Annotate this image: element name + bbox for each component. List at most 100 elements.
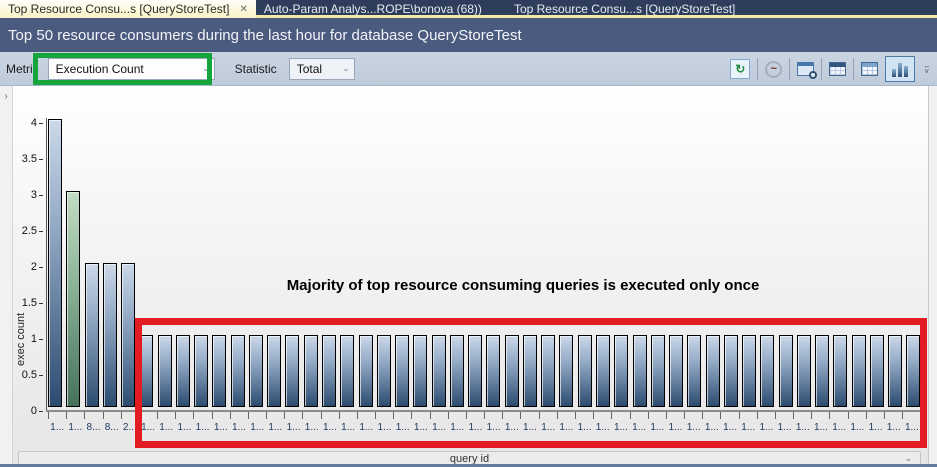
bar[interactable]: [285, 335, 300, 407]
bar[interactable]: [650, 335, 665, 407]
x-tick: [85, 412, 104, 419]
bar[interactable]: [230, 335, 245, 407]
bar[interactable]: [139, 335, 154, 407]
x-tick: [303, 412, 322, 419]
bar[interactable]: [48, 119, 62, 407]
tab-top-resource-consumers-1[interactable]: Top Resource Consu...s [QueryStoreTest] …: [0, 0, 256, 18]
bar[interactable]: [632, 335, 647, 407]
bar[interactable]: [413, 335, 428, 407]
x-tick-label: 1...: [413, 422, 428, 433]
bar[interactable]: [669, 335, 684, 407]
x-tick: [449, 412, 467, 419]
bar[interactable]: [796, 335, 811, 407]
x-tick-label: 1...: [832, 422, 847, 433]
bar[interactable]: [541, 335, 556, 407]
bar[interactable]: [833, 335, 848, 407]
bar[interactable]: [157, 335, 172, 407]
x-tick-label: 1...: [159, 422, 174, 433]
tab-label: Auto-Param Analys...ROPE\bonova (68)): [263, 2, 482, 16]
grid-view-light-button[interactable]: [861, 62, 879, 76]
bar[interactable]: [888, 335, 903, 407]
x-tick-label: 1...: [814, 422, 828, 433]
bar[interactable]: [595, 335, 610, 407]
statistic-dropdown[interactable]: Total ⌄: [288, 57, 355, 80]
x-tick-label: 1...: [322, 422, 337, 433]
bar[interactable]: [468, 335, 483, 407]
bar[interactable]: [84, 263, 99, 407]
bar[interactable]: [851, 335, 866, 407]
bar[interactable]: [121, 263, 136, 407]
bar[interactable]: [869, 335, 884, 407]
x-tick: [576, 412, 595, 419]
grid-view-button[interactable]: [829, 62, 847, 76]
expand-chevron-icon: ›: [4, 91, 8, 102]
bar[interactable]: [504, 335, 519, 407]
x-axis-labels: 1... 1... 8... 8... 2... 1... 1... 1... 1... 1...…: [48, 422, 921, 433]
x-tick-label: 1...: [213, 422, 228, 433]
view-query-text-button[interactable]: [797, 62, 818, 79]
toolbar-overflow-button[interactable]: – ˅: [924, 62, 929, 76]
x-tick-label: 1...: [432, 422, 446, 433]
bar[interactable]: [175, 335, 190, 407]
metric-dropdown[interactable]: Execution Count ⌄: [47, 57, 215, 80]
bar[interactable]: [449, 335, 464, 407]
x-tick: [140, 412, 159, 419]
bar[interactable]: [559, 335, 574, 407]
bar[interactable]: [723, 335, 738, 407]
bar[interactable]: [102, 263, 117, 407]
bar[interactable]: [340, 335, 355, 407]
toolbar-separator: [757, 58, 759, 80]
bar[interactable]: [376, 335, 391, 407]
bar[interactable]: [815, 335, 830, 407]
bar[interactable]: [212, 335, 227, 407]
x-tick: [394, 412, 413, 419]
x-tick-label: 1...: [741, 422, 756, 433]
y-tick-label: 1.5: [22, 297, 43, 309]
bar[interactable]: [687, 335, 702, 407]
refresh-button[interactable]: ↻: [730, 59, 751, 79]
x-tick-label: 1...: [850, 422, 865, 433]
bar[interactable]: [303, 335, 318, 407]
bar[interactable]: [577, 335, 592, 407]
bar[interactable]: [267, 335, 282, 407]
bar[interactable]: [614, 335, 629, 407]
bar[interactable]: [395, 335, 410, 407]
bar[interactable]: [778, 335, 793, 407]
x-tick: [776, 412, 795, 419]
bar[interactable]: [431, 335, 446, 407]
overflow-dash: –: [924, 62, 929, 71]
x-tick: [830, 412, 849, 419]
y-tick-label: 4: [31, 117, 43, 129]
tab-top-resource-consumers-2[interactable]: Top Resource Consu...s [QueryStoreTest]: [506, 0, 743, 18]
x-tick-label: 1...: [141, 422, 155, 433]
bar[interactable]: [522, 335, 537, 407]
y-tick-label: 3.5: [22, 153, 43, 165]
bar[interactable]: [760, 335, 775, 407]
bar[interactable]: [742, 335, 757, 407]
bar[interactable]: [486, 335, 501, 407]
track-query-button[interactable]: ~: [765, 60, 783, 78]
bar[interactable]: [194, 335, 209, 407]
tab-label: Top Resource Consu...s [QueryStoreTest]: [8, 2, 230, 16]
close-icon[interactable]: ✕: [239, 3, 248, 15]
x-tick: [176, 412, 195, 419]
x-tick-label: 1...: [504, 422, 519, 433]
bar[interactable]: [705, 335, 720, 407]
bar[interactable]: [321, 335, 336, 407]
x-tick-label: 2...: [122, 422, 137, 433]
x-tick: [521, 412, 540, 419]
bar[interactable]: [906, 335, 921, 407]
x-tick-label: 1...: [377, 422, 392, 433]
document-tab-strip: Top Resource Consu...s [QueryStoreTest] …: [0, 0, 937, 18]
bar-highlighted[interactable]: [66, 191, 81, 407]
x-tick-label: 1...: [486, 422, 501, 433]
bar[interactable]: [358, 335, 373, 407]
chart-view-button-selected[interactable]: [885, 56, 916, 82]
bar[interactable]: [248, 335, 263, 407]
x-tick-label: 1...: [304, 422, 319, 433]
collapsed-side-panel[interactable]: ›: [0, 86, 13, 467]
tab-auto-param-analysis[interactable]: Auto-Param Analys...ROPE\bonova (68)): [256, 0, 490, 18]
x-tick: [558, 412, 576, 419]
x-tick: [358, 412, 377, 419]
